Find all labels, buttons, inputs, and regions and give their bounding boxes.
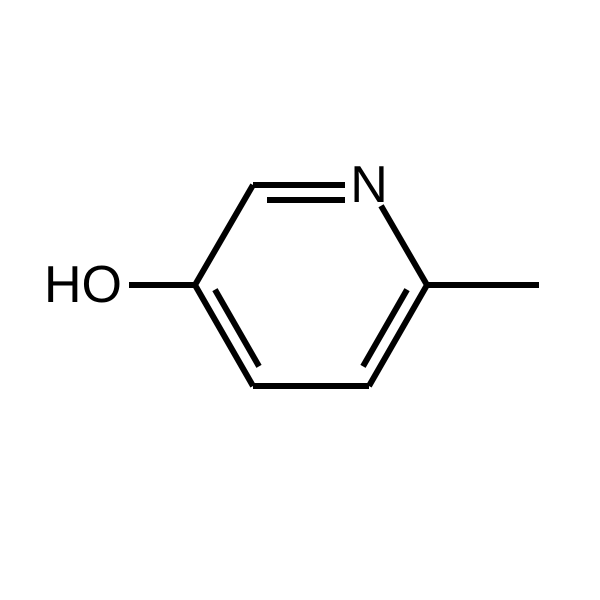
molecule-diagram: N HO <box>0 0 600 600</box>
bond-line <box>381 206 427 285</box>
bond-line <box>195 185 253 285</box>
hydroxyl-label: HO <box>44 256 122 314</box>
nitrogen-label: N <box>350 156 388 214</box>
